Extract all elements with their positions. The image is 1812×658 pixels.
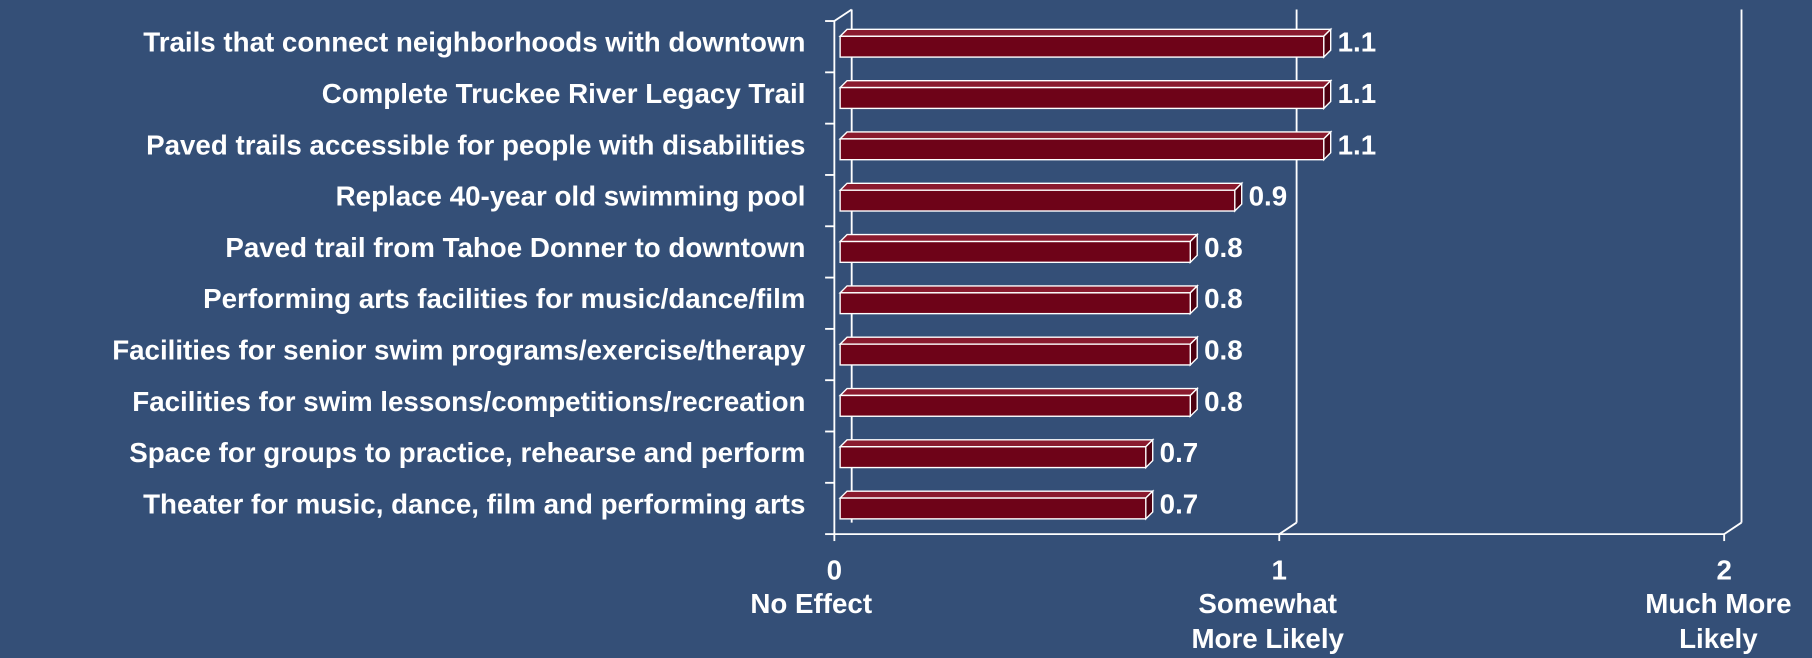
grid-line-floor [1278, 521, 1298, 535]
value-label: 0.9 [1249, 181, 1288, 212]
bar-front [839, 35, 1325, 58]
bar [838, 284, 1199, 316]
bar [838, 78, 1333, 111]
category-label: Trails that connect neighborhoods with d… [143, 27, 805, 58]
bar [838, 130, 1333, 162]
x-tick-label: 0 [827, 555, 842, 586]
bar-top [838, 387, 1199, 397]
bar-front [839, 497, 1147, 520]
category-label: Complete Truckee River Legacy Trail [322, 78, 806, 109]
grid-line-floor [1723, 521, 1743, 535]
bar [838, 386, 1199, 418]
bar-top [838, 285, 1199, 294]
bar [838, 27, 1333, 59]
bar-front [839, 86, 1325, 110]
bar-top [838, 439, 1155, 448]
x-tick-description: Much More [1645, 588, 1791, 619]
bar-front [839, 292, 1191, 315]
x-tick-description: No Effect [750, 588, 872, 619]
bar-front [839, 240, 1191, 264]
category-label: Facilities for swim lessons/competitions… [132, 386, 805, 417]
category-label: Facilities for senior swim programs/exer… [112, 335, 806, 366]
category-label: Paved trails accessible for people with … [146, 129, 805, 160]
category-label: Performing arts facilities for music/dan… [203, 283, 805, 314]
category-label: Theater for music, dance, film and perfo… [143, 488, 805, 519]
bar-top [838, 131, 1333, 140]
bar-front [839, 138, 1325, 161]
category-label: Paved trail from Tahoe Donner to downtow… [225, 232, 805, 263]
value-label: 1.1 [1338, 78, 1377, 109]
bar [838, 489, 1155, 521]
x-tick-label: 2 [1716, 555, 1731, 586]
value-label: 0.8 [1204, 386, 1243, 417]
category-label: Space for groups to practice, rehearse a… [129, 437, 805, 468]
bar [838, 181, 1244, 213]
bar [838, 232, 1199, 264]
bar-top [838, 490, 1155, 499]
bar-top [838, 233, 1199, 243]
bar-top [838, 336, 1199, 345]
bar-front [839, 189, 1236, 212]
category-label: Replace 40-year old swimming pool [336, 181, 806, 212]
bar-front [839, 343, 1191, 366]
value-label: 1.1 [1338, 27, 1377, 58]
bar-top [838, 182, 1244, 191]
value-label: 0.8 [1204, 335, 1243, 366]
value-label: 0.7 [1160, 488, 1199, 519]
bar [838, 335, 1199, 367]
x-tick-description: Likely [1679, 623, 1758, 654]
bar-front [839, 446, 1147, 469]
x-tick-label: 1 [1272, 555, 1287, 586]
bar-top [838, 79, 1333, 89]
x-tick-description: More Likely [1191, 623, 1344, 654]
value-label: 0.8 [1204, 283, 1243, 314]
value-label: 0.7 [1160, 437, 1199, 468]
x-tick-description: Somewhat [1198, 588, 1337, 619]
bar-top [838, 28, 1333, 37]
value-label: 0.8 [1204, 232, 1243, 263]
left-axis-top [833, 8, 853, 22]
bar-front [839, 394, 1191, 417]
bar [838, 438, 1155, 470]
value-label: 1.1 [1338, 129, 1377, 160]
